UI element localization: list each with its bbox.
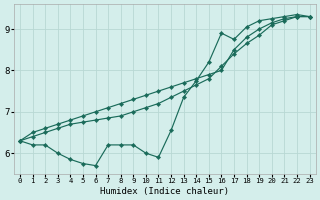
X-axis label: Humidex (Indice chaleur): Humidex (Indice chaleur) bbox=[100, 187, 229, 196]
